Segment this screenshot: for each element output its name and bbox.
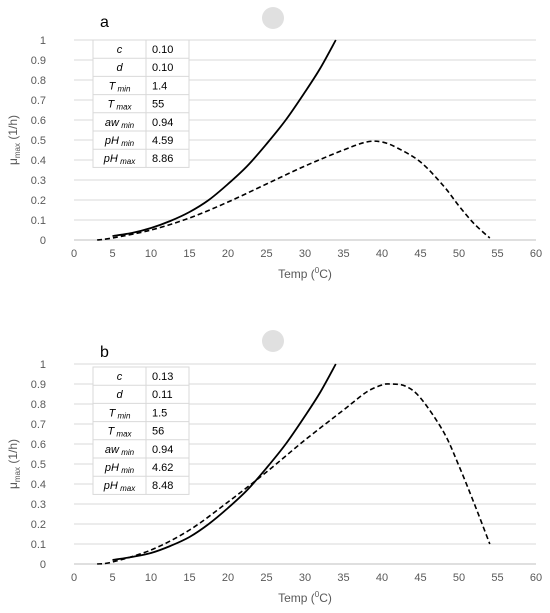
x-tick-label: 30 [299, 572, 311, 584]
x-tick-label: 5 [109, 248, 115, 260]
x-tick-label: 0 [71, 572, 77, 584]
placeholder-dot [262, 330, 284, 352]
panel-label: b [100, 344, 109, 361]
x-tick-label: 55 [491, 572, 503, 584]
x-tick-label: 10 [145, 248, 157, 260]
param-value: 1.4 [152, 80, 167, 92]
param-name: pH min [104, 135, 135, 148]
y-axis-title: μmax (1/h) [6, 115, 22, 165]
x-tick-label: 30 [299, 248, 311, 260]
x-tick-label: 15 [183, 248, 195, 260]
placeholder-dot [262, 7, 284, 29]
dashed-series-line [96, 140, 491, 241]
param-name: pH max [103, 153, 136, 166]
y-tick-label: 0.7 [31, 95, 46, 107]
x-tick-label: 45 [414, 248, 426, 260]
x-tick-label: 10 [145, 572, 157, 584]
x-tick-label: 15 [183, 572, 195, 584]
y-tick-label: 0.9 [31, 379, 46, 391]
y-tick-label: 0.6 [31, 439, 46, 451]
plot-area [96, 39, 491, 241]
parameter-table: c 0.10 d 0.10 T min 1.4 T max 55 aw min 0.94 pH mi… [92, 39, 190, 168]
parameter-table: c 0.13 d 0.11 T min 1.5 T max 56 aw min 0.94 pH mi… [92, 366, 190, 495]
param-name: T max [107, 426, 132, 439]
param-value: 55 [152, 99, 164, 111]
y-tick-label: 0 [40, 235, 46, 247]
dashed-series-line [96, 383, 491, 565]
table-background [92, 366, 190, 495]
y-tick-label: 0.7 [31, 419, 46, 431]
param-value: 4.62 [152, 462, 173, 474]
param-value: 8.48 [152, 480, 173, 492]
x-tick-label: 0 [71, 248, 77, 260]
y-tick-label: 0.3 [31, 499, 46, 511]
plot-area [96, 363, 491, 565]
param-name: T min [109, 407, 131, 420]
x-tick-label: 40 [376, 248, 388, 260]
x-tick-label: 55 [491, 248, 503, 260]
param-name: T min [109, 80, 131, 93]
x-tick-label: 5 [109, 572, 115, 584]
table-background [92, 39, 190, 168]
x-tick-label: 35 [337, 248, 349, 260]
y-tick-label: 0 [40, 559, 46, 571]
x-tick-label: 60 [530, 248, 542, 260]
y-tick-label: 0.5 [31, 135, 46, 147]
x-tick-label: 25 [260, 572, 272, 584]
param-name: pH min [104, 462, 135, 475]
chart-panel-a: 00.10.20.30.40.50.60.70.80.910 5 10 15 20 25 3… [6, 7, 542, 281]
y-tick-label: 0.3 [31, 175, 46, 187]
param-value: 0.94 [152, 117, 173, 129]
param-value: 56 [152, 426, 164, 438]
x-tick-label: 20 [222, 248, 234, 260]
y-axis-title: μmax (1/h) [6, 439, 22, 489]
solid-series-line [112, 39, 337, 237]
param-value: 0.11 [152, 389, 173, 401]
x-axis-title: Temp (0C) [278, 266, 332, 281]
param-name: c [117, 371, 123, 383]
x-tick-label: 20 [222, 572, 234, 584]
x-tick-label: 45 [414, 572, 426, 584]
y-tick-label: 0.4 [31, 479, 46, 491]
y-tick-label: 1 [40, 359, 46, 371]
y-tick-label: 0.1 [31, 539, 46, 551]
x-tick-label: 50 [453, 248, 465, 260]
y-tick-label: 0.8 [31, 75, 46, 87]
param-name: aw min [105, 117, 135, 130]
param-name: pH max [103, 480, 136, 493]
y-tick-label: 0.9 [31, 55, 46, 67]
x-tick-label: 35 [337, 572, 349, 584]
param-name: aw min [105, 444, 135, 457]
param-value: 0.94 [152, 444, 173, 456]
y-tick-label: 0.8 [31, 399, 46, 411]
solid-series-line [112, 363, 337, 561]
y-tick-label: 0.2 [31, 519, 46, 531]
param-value: 0.10 [152, 62, 173, 74]
param-value: 4.59 [152, 135, 173, 147]
param-value: 1.5 [152, 407, 167, 419]
param-name: T max [107, 99, 132, 112]
y-tick-label: 0.4 [31, 155, 46, 167]
param-value: 0.13 [152, 371, 173, 383]
chart-panel-b: 00.10.20.30.40.50.60.70.80.910 5 10 15 20 25 3… [6, 330, 542, 605]
y-tick-label: 0.5 [31, 459, 46, 471]
y-tick-label: 1 [40, 35, 46, 47]
x-tick-label: 60 [530, 572, 542, 584]
param-value: 0.10 [152, 44, 173, 56]
x-tick-label: 25 [260, 248, 272, 260]
x-axis-title: Temp (0C) [278, 590, 332, 605]
y-tick-label: 0.6 [31, 115, 46, 127]
y-tick-label: 0.2 [31, 195, 46, 207]
param-name: c [117, 44, 123, 56]
panel-label: a [100, 14, 109, 31]
x-tick-label: 50 [453, 572, 465, 584]
param-name: d [116, 389, 123, 401]
param-name: d [116, 62, 123, 74]
x-tick-label: 40 [376, 572, 388, 584]
param-value: 8.86 [152, 153, 173, 165]
y-tick-label: 0.1 [31, 215, 46, 227]
